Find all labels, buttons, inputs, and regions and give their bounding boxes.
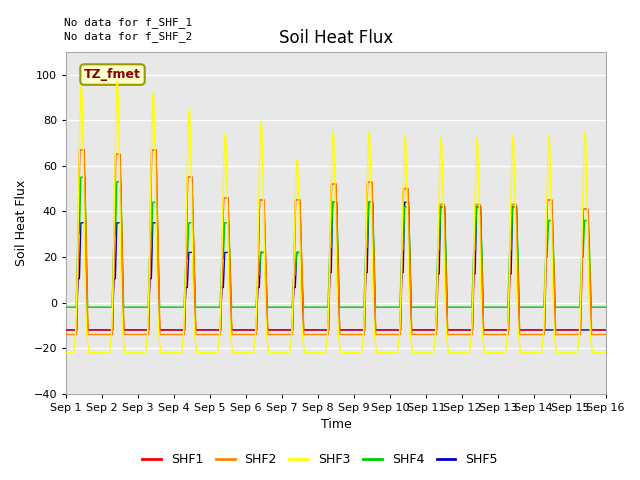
SHF3 [170,350,178,356]
SHF2 [241,332,249,337]
SHF4 [277,304,285,310]
SHF1 [76,147,84,153]
Y-axis label: Soil Heat Flux: Soil Heat Flux [15,180,28,266]
SHF2 [390,332,397,337]
SHF4 [241,304,249,310]
SHF1 [62,327,70,333]
SHF5 [321,327,329,333]
SHF2 [602,332,609,337]
SHF5 [329,199,337,205]
SHF1 [578,289,586,295]
SHF4 [77,174,84,180]
SHF1 [241,327,249,333]
SHF3 [322,350,330,356]
SHF3 [62,350,70,356]
SHF2 [62,332,70,337]
SHF3 [277,350,285,356]
SHF1 [602,327,609,333]
SHF4 [322,304,330,310]
SHF2 [322,332,330,337]
SHF1 [170,327,178,333]
SHF3 [113,79,121,84]
SHF5 [277,327,285,333]
SHF2 [170,332,178,337]
SHF1 [390,327,397,333]
SHF4 [170,304,178,310]
SHF5 [241,327,249,333]
SHF3 [578,262,586,267]
SHF4 [602,304,609,310]
Title: Soil Heat Flux: Soil Heat Flux [279,29,393,48]
Line: SHF2: SHF2 [66,150,605,335]
Legend: SHF1, SHF2, SHF3, SHF4, SHF5: SHF1, SHF2, SHF3, SHF4, SHF5 [137,448,503,471]
SHF5 [170,327,177,333]
SHF5 [62,327,70,333]
X-axis label: Time: Time [321,419,351,432]
SHF4 [62,304,70,310]
SHF4 [390,304,397,310]
Line: SHF5: SHF5 [66,202,605,330]
SHF2 [578,277,586,283]
SHF1 [322,327,330,333]
SHF5 [602,327,609,333]
SHF2 [277,332,285,337]
Line: SHF1: SHF1 [66,150,605,330]
SHF4 [578,260,586,265]
Line: SHF3: SHF3 [66,82,605,353]
SHF5 [578,327,586,333]
SHF3 [390,350,397,356]
SHF2 [76,147,83,153]
SHF3 [602,350,609,356]
Text: No data for f_SHF_1
No data for f_SHF_2: No data for f_SHF_1 No data for f_SHF_2 [64,17,192,42]
SHF1 [277,327,285,333]
Line: SHF4: SHF4 [66,177,605,307]
SHF5 [390,327,397,333]
Text: TZ_fmet: TZ_fmet [84,68,141,81]
SHF3 [241,350,249,356]
